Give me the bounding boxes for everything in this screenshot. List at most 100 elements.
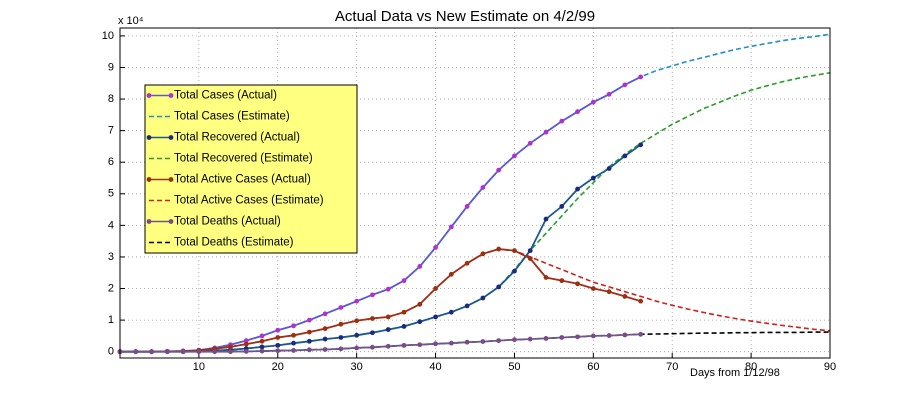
x-tick-label: 90 [824,361,836,373]
x-tick-label: 60 [587,361,599,373]
y-tick-label: 3 [108,251,114,263]
data-point [385,314,391,320]
data-point [228,349,233,355]
data-point [306,317,312,323]
y-tick-label: 2 [108,282,114,294]
legend-label: Total Deaths (Estimate) [174,237,294,249]
data-point [559,335,565,340]
data-point [527,248,533,254]
y-tick-label: 1 [108,314,114,326]
data-point [464,339,470,345]
data-point [527,256,533,261]
legend-label: Total Cases (Actual) [174,90,277,102]
data-point [543,129,549,135]
data-point [322,326,328,332]
legend-label: Total Active Cases (Actual) [174,174,311,186]
data-point [559,204,565,209]
data-point [590,286,596,291]
data-point [527,140,533,146]
data-point [496,167,502,173]
data-point [291,332,296,338]
data-point [401,278,407,284]
data-point [417,342,423,348]
series-line [120,248,641,353]
data-point [354,332,360,338]
x-tick-label: 30 [351,361,363,373]
data-point [385,286,391,292]
data-point [543,275,549,280]
x-tick-label: 40 [429,361,441,373]
data-point [622,294,628,299]
data-point [338,305,344,310]
data-point [401,324,407,329]
legend-label: Total Recovered (Estimate) [174,153,313,165]
data-point [622,82,628,88]
data-point [590,99,596,105]
legend-marker [168,219,174,224]
data-point [164,349,170,355]
data-point [543,216,549,222]
legend: Total Cases (Actual) Total Cases (Estimat… [144,84,358,254]
data-point [322,311,328,317]
data-point [480,295,486,301]
y-tick-label: 8 [108,93,114,105]
data-point [354,345,360,351]
data-point [322,336,328,342]
data-point [338,346,344,352]
y-tick-label: 7 [108,125,114,137]
data-point [496,284,502,290]
x-tick-label: 80 [745,361,757,373]
legend-marker [146,219,152,224]
legend-marker [168,177,174,182]
legend-label: Total Deaths (Actual) [174,216,281,228]
data-point [149,349,154,355]
data-point [338,335,344,340]
legend-marker [168,135,174,140]
data-point [417,301,423,307]
data-point [512,268,517,274]
data-point [370,292,375,298]
data-point [275,342,281,348]
data-point [275,348,281,354]
series-line [120,333,641,353]
data-point [212,349,218,355]
data-point [559,278,565,284]
data-point [480,185,486,190]
data-point [606,333,612,338]
x-tick-label: 70 [666,361,678,373]
data-point [512,337,517,343]
data-point [464,260,470,266]
data-point [622,153,628,159]
legend-marker [146,177,152,182]
data-point [243,348,249,354]
data-point [638,74,644,80]
data-point [622,332,628,338]
y-tick-label: 6 [108,156,114,168]
data-point [590,175,596,181]
data-point [638,331,644,337]
data-point [370,316,375,321]
y-tick-label: 10 [102,30,114,42]
data-point [464,204,470,209]
data-point [401,342,407,348]
data-point [575,281,580,287]
data-point [417,264,423,269]
data-point [575,334,580,340]
data-point [322,347,328,352]
data-point [259,344,265,350]
data-point [275,335,281,340]
y-tick-label: 5 [108,188,114,200]
data-point [590,333,596,339]
legend-box [144,84,358,254]
data-point [496,246,502,252]
data-point [306,347,312,353]
data-point [464,303,470,309]
x-tick-label: 20 [272,361,284,373]
data-point [433,341,438,347]
data-point [354,318,360,324]
data-point [559,118,565,124]
data-point [448,340,454,346]
legend-marker [146,135,152,140]
